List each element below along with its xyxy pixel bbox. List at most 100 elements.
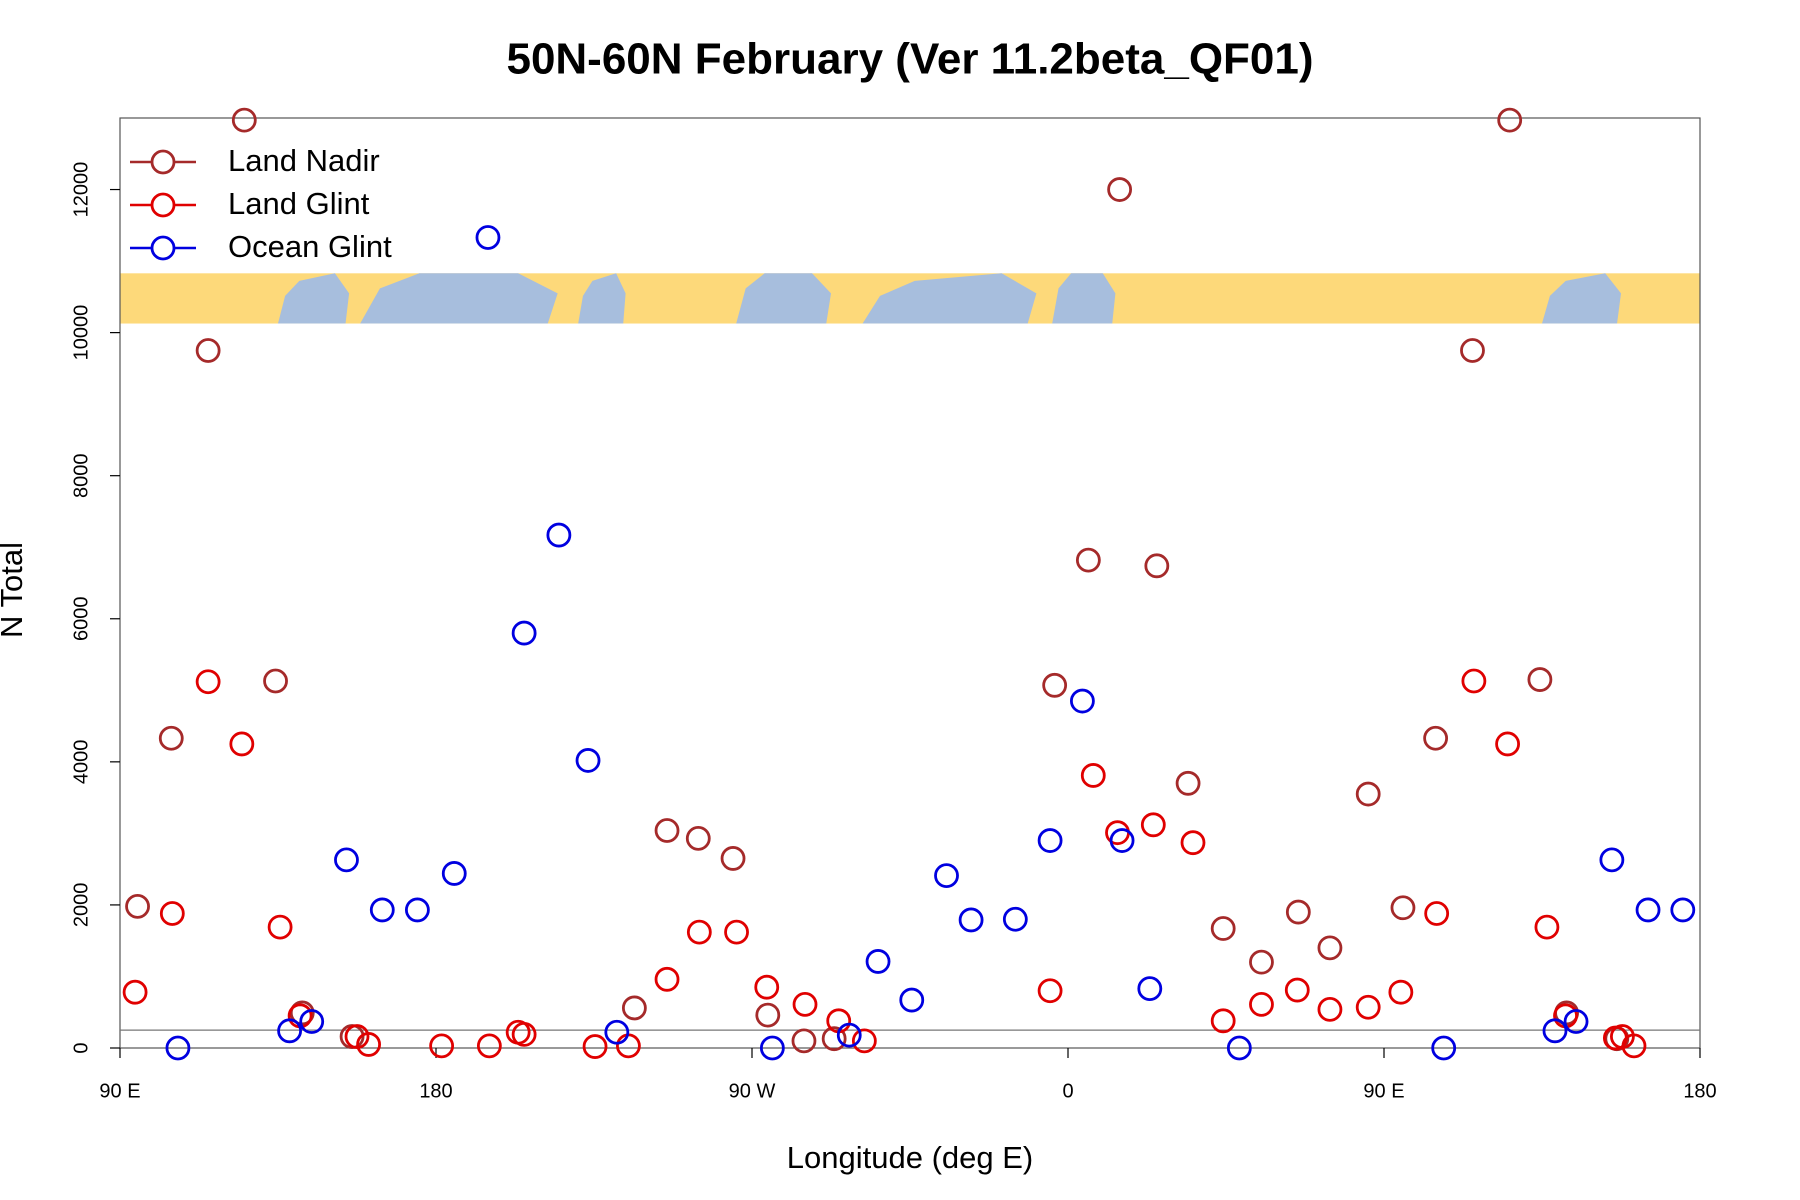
point [1355, 781, 1381, 807]
point [1226, 1035, 1252, 1061]
point [1249, 991, 1274, 1017]
point [1284, 977, 1310, 1003]
point [277, 1018, 302, 1044]
point [1527, 667, 1553, 692]
point [1249, 949, 1274, 975]
point [1075, 547, 1101, 573]
legend-label: Land Nadir [228, 143, 380, 178]
point [1042, 672, 1068, 698]
x-tick-label: 90 E [1363, 1080, 1404, 1102]
point [934, 863, 959, 888]
point [475, 225, 501, 250]
point [1635, 897, 1661, 923]
point [1069, 688, 1095, 714]
point [1388, 979, 1414, 1005]
point [229, 731, 255, 757]
map-ocean [360, 273, 558, 324]
point [441, 861, 467, 886]
point [267, 914, 293, 940]
chart-title: 50N-60N February (Ver 11.2beta_QF01) [506, 35, 1313, 84]
point [1424, 901, 1450, 926]
point [1390, 895, 1416, 921]
point [1563, 1009, 1589, 1034]
point [654, 966, 680, 992]
point [616, 1033, 641, 1059]
map-ocean [278, 273, 350, 324]
point [851, 1028, 877, 1054]
point [1423, 725, 1449, 751]
point [865, 949, 891, 974]
point [1285, 899, 1311, 925]
point [1431, 1035, 1457, 1061]
point [263, 668, 288, 694]
x-tick-label: 0 [1062, 1080, 1073, 1102]
point [1497, 107, 1523, 133]
point [1002, 906, 1028, 932]
point [621, 995, 647, 1021]
point [1355, 994, 1381, 1020]
point [511, 620, 537, 646]
map-ocean [1542, 273, 1621, 324]
point [1670, 897, 1696, 923]
point [654, 818, 680, 843]
point [821, 1026, 847, 1052]
point [754, 974, 780, 1000]
point [759, 1035, 785, 1061]
point [1144, 553, 1170, 579]
point [792, 991, 818, 1017]
x-axis-label: Longitude (deg E) [787, 1140, 1033, 1175]
legend-marker [150, 235, 176, 261]
point [476, 1033, 502, 1059]
point [1037, 978, 1063, 1004]
x-tick-label: 90 E [99, 1080, 140, 1102]
point [1180, 830, 1206, 856]
legend-label: Land Glint [228, 186, 370, 221]
point [582, 1034, 608, 1059]
point [1137, 976, 1163, 1002]
point [511, 1022, 537, 1047]
point [604, 1019, 630, 1045]
y-tick-label: 8000 [70, 453, 92, 498]
point [685, 825, 711, 851]
point [1534, 914, 1560, 940]
point [1542, 1018, 1568, 1044]
point [1621, 1033, 1647, 1059]
legend-marker [150, 192, 176, 218]
y-tick-label: 4000 [70, 740, 92, 785]
point [356, 1032, 381, 1057]
point [195, 669, 221, 695]
y-axis-label: N Total [0, 542, 29, 638]
point [1495, 731, 1520, 757]
point [1317, 996, 1343, 1022]
y-tick-label: 0 [70, 1042, 92, 1053]
plot-frame [119, 117, 1701, 1049]
point [686, 919, 712, 945]
x-tick-label: 90 W [729, 1080, 776, 1102]
map-ocean [862, 273, 1037, 324]
map-band [120, 273, 1700, 324]
point [1109, 828, 1135, 853]
point [1107, 177, 1133, 202]
y-tick-label: 2000 [70, 883, 92, 928]
point [1599, 847, 1625, 873]
point [429, 1033, 455, 1059]
point [1460, 338, 1485, 363]
point [165, 1035, 191, 1061]
legend-label: Ocean Glint [228, 229, 392, 264]
point [720, 846, 746, 871]
point [159, 901, 185, 926]
point [836, 1022, 862, 1048]
point [158, 725, 184, 751]
point [1140, 812, 1166, 838]
point [195, 338, 221, 363]
point [575, 748, 601, 773]
point [299, 1009, 325, 1034]
point [334, 847, 359, 873]
point [369, 897, 395, 923]
map-ocean [736, 273, 831, 324]
map-ocean [1052, 273, 1116, 324]
point [724, 919, 749, 945]
point [1317, 935, 1343, 961]
point [231, 107, 257, 133]
